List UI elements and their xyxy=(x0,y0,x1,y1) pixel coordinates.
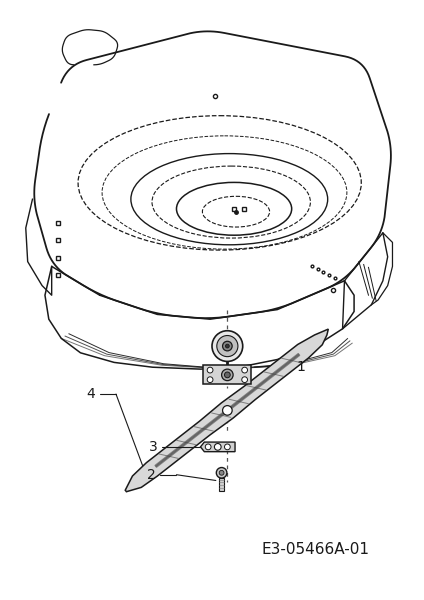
Polygon shape xyxy=(201,442,235,452)
Circle shape xyxy=(242,377,248,383)
Polygon shape xyxy=(125,329,328,492)
Circle shape xyxy=(226,344,229,348)
Text: 1: 1 xyxy=(296,360,305,374)
Circle shape xyxy=(222,369,233,380)
Circle shape xyxy=(216,467,227,478)
Circle shape xyxy=(212,331,243,361)
Circle shape xyxy=(217,335,238,356)
Circle shape xyxy=(215,443,221,450)
Text: 4: 4 xyxy=(86,387,95,401)
Circle shape xyxy=(223,341,232,351)
FancyBboxPatch shape xyxy=(204,365,251,385)
Circle shape xyxy=(207,377,213,383)
Text: E3-05466A-01: E3-05466A-01 xyxy=(262,542,370,557)
Circle shape xyxy=(205,444,211,450)
Circle shape xyxy=(224,372,230,378)
Text: 2: 2 xyxy=(147,468,155,482)
FancyBboxPatch shape xyxy=(219,478,224,491)
Text: 3: 3 xyxy=(148,440,157,454)
Circle shape xyxy=(207,367,213,373)
Circle shape xyxy=(224,444,230,450)
Circle shape xyxy=(219,470,224,475)
Circle shape xyxy=(242,367,248,373)
Circle shape xyxy=(223,406,232,415)
